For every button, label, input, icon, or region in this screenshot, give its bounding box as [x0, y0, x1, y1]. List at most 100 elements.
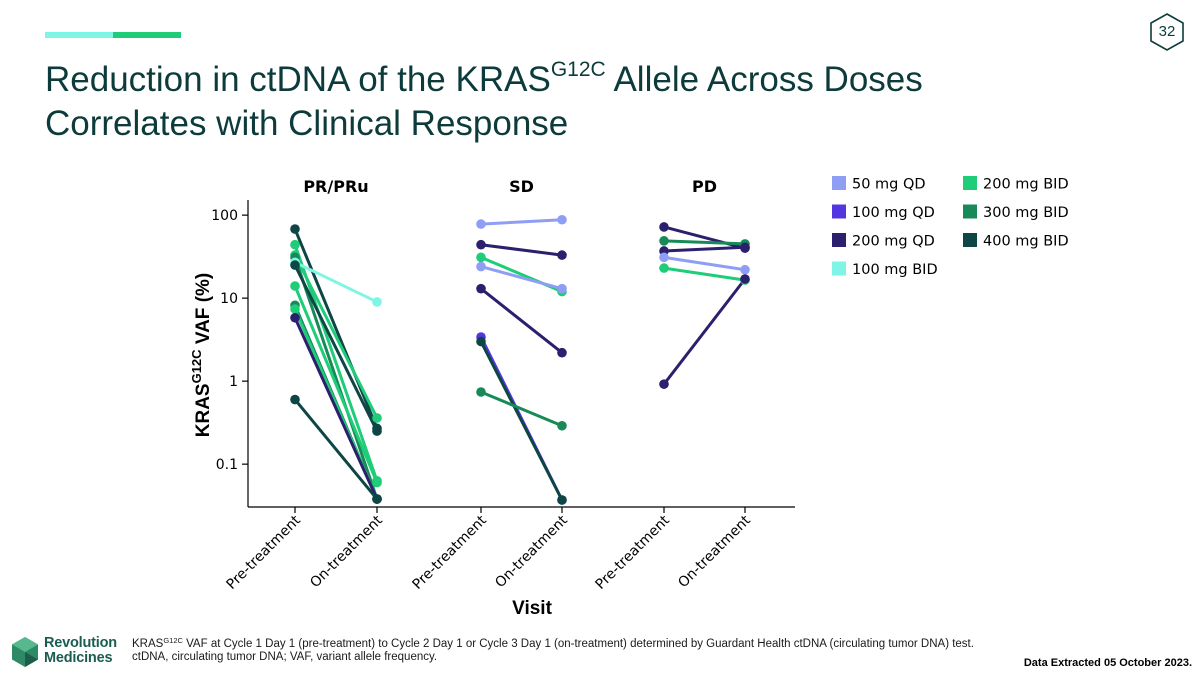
series-line-25 [662, 277, 747, 386]
footnote: KRASG12C VAF at Cycle 1 Day 1 (pre-treat… [132, 636, 1032, 664]
data-point-12-on [557, 214, 567, 225]
data-point-10-pre [290, 312, 300, 323]
data-point-5-on [372, 297, 382, 307]
y-tick-label: 0.1 [216, 457, 238, 473]
data-point-20-pre [659, 222, 669, 232]
group-title: PD [692, 177, 717, 196]
title-line1-pre: Reduction in ctDNA of the KRAS [45, 60, 551, 99]
series-line-18 [479, 340, 564, 502]
data-point-21-pre [659, 236, 669, 246]
y-tick-label: 100 [211, 208, 238, 224]
data-point-13-pre [476, 239, 486, 250]
series-line-12 [479, 218, 564, 226]
data-point-1-pre [290, 224, 300, 234]
data-extracted-note: Data Extracted 05 October 2023. [1023, 657, 1192, 669]
title-line1-post: Allele Across Doses [605, 60, 923, 99]
y-axis-label: KRASG12C VAF (%) [189, 273, 214, 438]
page-number-badge: 32 [1147, 12, 1187, 52]
data-point-15-on [557, 283, 567, 294]
y-tick-label: 1 [229, 374, 238, 390]
legend-label: 100 mg QD [852, 205, 935, 221]
group-title: PR/PRu [303, 177, 368, 196]
legend-label: 200 mg BID [983, 177, 1069, 193]
footnote-line1-post: VAF at Cycle 1 Day 1 (pre-treatment) to … [182, 638, 974, 650]
series-line-16 [479, 287, 564, 355]
footnote-superscript: G12C [163, 636, 183, 645]
revolution-medicines-logo-icon [12, 637, 38, 667]
legend-swatch [832, 261, 846, 276]
accent-bar-dark [113, 32, 181, 38]
accent-bar-light [45, 32, 113, 38]
series-line-15 [479, 265, 564, 291]
title-line2: Correlates with Clinical Response [45, 104, 569, 143]
data-point-11-on [372, 494, 382, 504]
series-line-7 [293, 284, 379, 485]
legend-swatch [963, 233, 977, 247]
series-line-21 [662, 239, 747, 246]
data-point-16-on [557, 347, 567, 358]
series-line-19 [479, 390, 564, 428]
legend-label: 200 mg QD [852, 234, 935, 250]
data-point-18-on [557, 495, 567, 505]
x-axis-label: Visit [512, 598, 552, 619]
data-point-9-pre [290, 304, 300, 314]
series-line-22 [662, 245, 747, 253]
logo-line2: Medicines [44, 650, 113, 666]
legend-label: 100 mg BID [852, 262, 938, 278]
data-point-25-on [740, 274, 750, 284]
series-line-3 [293, 253, 379, 420]
data-point-11-pre [290, 394, 300, 405]
y-axis-label-post: VAF (%) [193, 273, 214, 350]
series-line-11 [293, 398, 379, 501]
y-axis-label-pre: KRAS [193, 383, 214, 437]
data-point-15-pre [476, 261, 486, 272]
series-line-20 [662, 225, 747, 250]
series-line-6 [293, 263, 379, 433]
series-line-4 [293, 255, 379, 501]
legend-swatch [963, 204, 977, 219]
legend-swatch [832, 233, 846, 247]
footnote-line1-pre: KRAS [132, 638, 164, 650]
data-point-14-pre [476, 252, 486, 263]
legend-swatch [832, 204, 846, 219]
series-line-13 [479, 243, 564, 257]
logo-text: Revolution Medicines [44, 636, 117, 666]
legend-swatch [963, 176, 977, 190]
legend-label: 300 mg BID [983, 205, 1069, 221]
series-line-24 [662, 266, 747, 282]
data-point-22-on [740, 242, 750, 253]
legend-swatch [832, 176, 846, 190]
y-axis-label-sup: G12C [189, 349, 204, 384]
page-title: Reduction in ctDNA of the KRASG12C Allel… [45, 58, 1045, 146]
data-point-13-on [557, 250, 567, 260]
title-superscript: G12C [550, 58, 606, 81]
x-tick-label: On-treatment [675, 512, 754, 591]
y-tick-label: 10 [220, 291, 238, 307]
data-point-23-pre [659, 252, 669, 263]
data-point-7-on [372, 477, 382, 488]
series-line-5 [293, 260, 379, 304]
data-point-18-pre [476, 336, 486, 347]
x-tick-label: On-treatment [307, 512, 386, 591]
footnote-line2: ctDNA, circulating tumor DNA; VAF, varia… [132, 651, 438, 663]
series-line-1 [293, 227, 379, 430]
logo-line1: Revolution [44, 635, 117, 651]
page-number: 32 [1158, 23, 1176, 40]
series-line-23 [662, 255, 747, 272]
series-line-10 [293, 316, 379, 501]
data-point-24-pre [659, 263, 669, 273]
data-point-19-on [557, 420, 567, 431]
data-point-25-pre [659, 379, 669, 389]
data-point-12-pre [476, 219, 486, 229]
x-tick-label: Pre-treatment [224, 512, 305, 593]
data-point-6-on [372, 426, 382, 436]
data-point-16-pre [476, 283, 486, 294]
data-point-3-on [372, 413, 382, 423]
data-point-7-pre [290, 281, 300, 291]
legend-label: 50 mg QD [852, 177, 926, 193]
hexagon-icon [1150, 13, 1184, 51]
footnote-line1: KRASG12C VAF at Cycle 1 Day 1 (pre-treat… [132, 636, 1032, 651]
data-point-2-pre [290, 239, 300, 250]
data-point-23-on [740, 264, 750, 275]
